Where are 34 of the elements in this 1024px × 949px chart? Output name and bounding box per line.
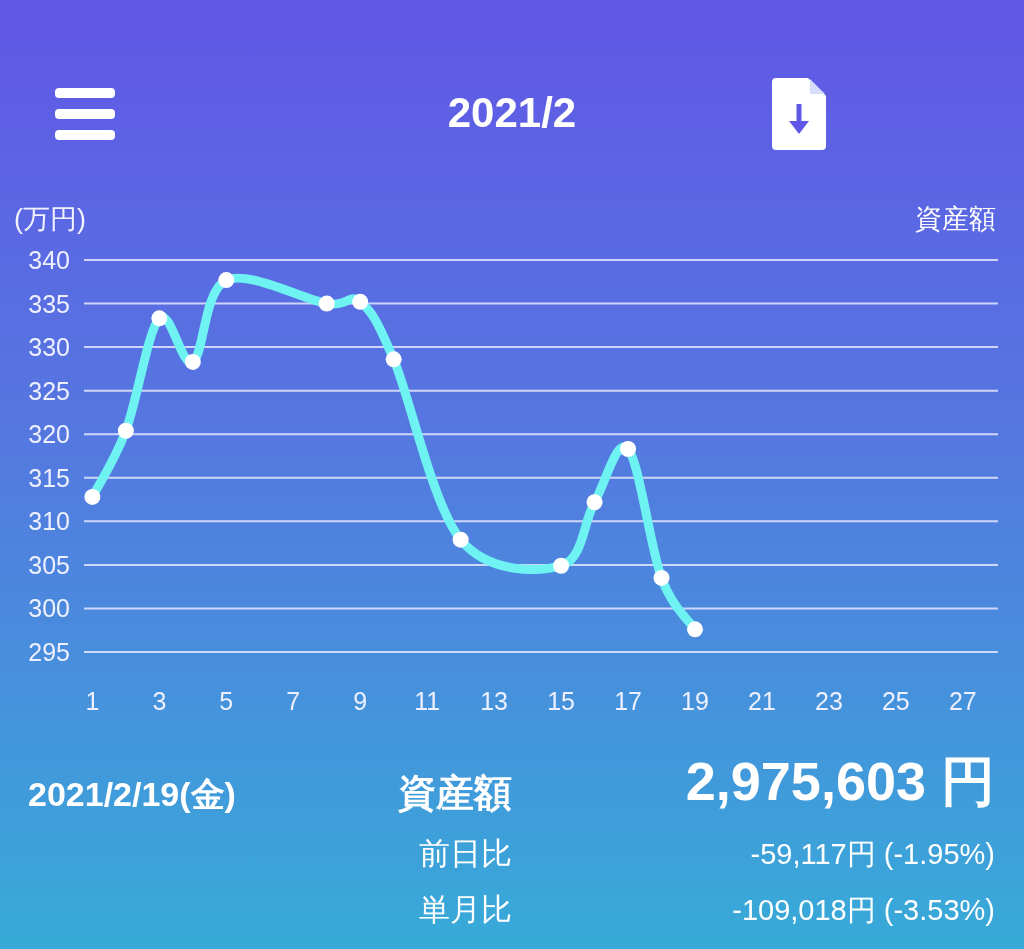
xtick: 9 (353, 687, 368, 715)
ytick: 325 (28, 376, 70, 405)
title: 2021/2 (447, 89, 577, 136)
xtick: 5 (219, 687, 234, 715)
ytick: 295 (28, 638, 70, 666)
annotation: -109,018円 (-3.53%) (732, 894, 995, 926)
ytick: 330 (28, 333, 70, 362)
xtick: 25 (882, 687, 910, 715)
annotation: 前日比 (419, 836, 512, 871)
xtick: 11 (414, 687, 441, 715)
annotation: 2021/2/19(金) (28, 775, 236, 813)
xtick: 13 (480, 687, 509, 715)
ylabel: (万円) (14, 204, 86, 234)
xtick: 7 (286, 687, 301, 715)
xtick: 17 (614, 687, 642, 715)
xtick: 15 (547, 687, 575, 715)
ytick: 305 (28, 550, 70, 579)
xtick: 23 (815, 687, 843, 715)
ytick: 335 (28, 289, 70, 318)
annotation: 2,975,603 円 (685, 751, 995, 811)
xtick: 19 (681, 687, 709, 715)
ytick: 340 (28, 246, 70, 274)
xtick: 27 (948, 687, 977, 715)
ytick: 310 (28, 507, 70, 536)
xtick: 3 (152, 687, 167, 715)
annotation: 資産額 (915, 204, 996, 234)
ytick: 300 (28, 594, 70, 623)
ytick: 320 (28, 420, 70, 449)
annotation: 単月比 (419, 892, 512, 927)
ytick: 315 (28, 463, 70, 492)
annotation: 資産額 (398, 772, 512, 814)
xtick: 1 (85, 687, 100, 715)
xtick: 21 (748, 687, 776, 715)
annotation: -59,117円 (-1.95%) (750, 838, 995, 870)
